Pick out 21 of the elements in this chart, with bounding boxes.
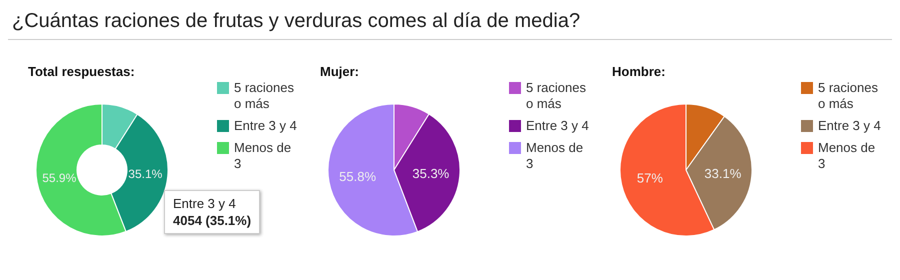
legend-label: Entre 3 y 4 (526, 118, 590, 134)
legend-label: 5 raciones o más (818, 80, 879, 112)
text: ¿Cuántas raciones de frutas y verduras comes al día de media? (8, 8, 892, 40)
chart-title: Hombre: (612, 64, 666, 79)
data-label: 57% (636, 170, 664, 186)
chart-title: Total respuestas: (28, 64, 135, 79)
legend-label: 5 raciones o más (526, 80, 587, 112)
data-label: 55.9% (42, 171, 77, 186)
chart-title: Mujer: (320, 64, 359, 79)
legend-label: Entre 3 y 4 (818, 118, 882, 134)
legend-label: Menos de 3 (818, 140, 876, 172)
legend-label: Menos de 3 (234, 140, 292, 172)
text: 4054 (35.1%) (173, 212, 252, 229)
legend-label: Menos de 3 (526, 140, 584, 172)
legend-label: 5 raciones o más (234, 80, 295, 112)
data-label: 35.3% (412, 166, 450, 182)
data-label: 33.1% (704, 166, 742, 181)
data-label: 55.8% (339, 169, 376, 184)
data-label: 35.1% (128, 167, 163, 182)
legend-label: Entre 3 y 4 (234, 118, 298, 134)
text: Entre 3 y 4 (173, 195, 237, 212)
